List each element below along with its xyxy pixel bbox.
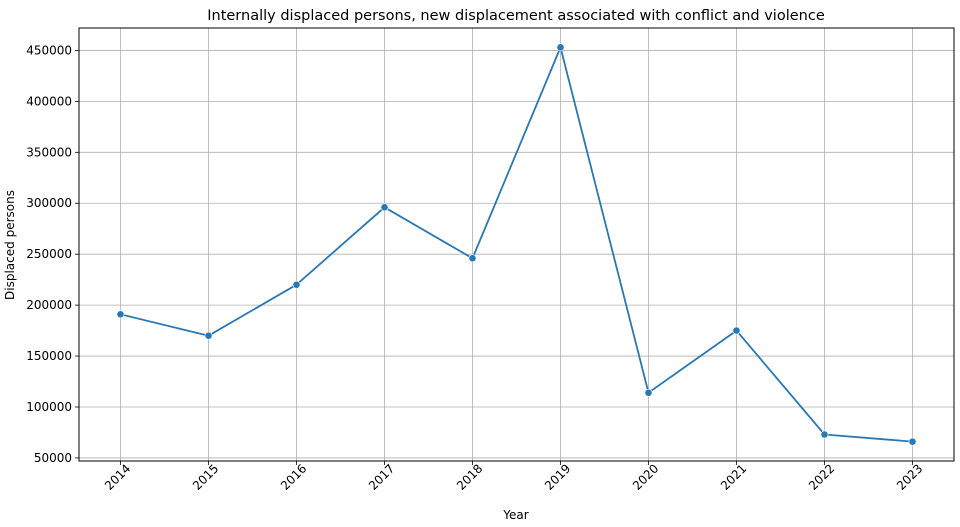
- y-tick-label: 250000: [26, 247, 72, 261]
- plot-frame: [78, 27, 955, 462]
- data-point: [644, 388, 653, 397]
- x-axis-title: Year: [502, 508, 528, 522]
- y-tick-label: 150000: [26, 349, 72, 363]
- data-point: [380, 203, 389, 212]
- data-point: [732, 326, 741, 335]
- x-tick-label: 2018: [454, 461, 485, 492]
- x-tick-label: 2015: [190, 461, 221, 492]
- y-axis: 50000 100000 150000 200000 250000 300000 35000…: [26, 43, 79, 465]
- grid-lines: [79, 28, 954, 461]
- x-tick-label: 2021: [718, 461, 749, 492]
- data-point: [116, 310, 125, 319]
- y-tick-label: 350000: [26, 145, 72, 159]
- data-point: [820, 430, 829, 439]
- y-tick-label: 100000: [26, 400, 72, 414]
- x-tick-label: 2023: [894, 461, 925, 492]
- data-point: [468, 254, 477, 263]
- x-tick-label: 2022: [806, 461, 837, 492]
- x-tick-label: 2014: [102, 461, 133, 492]
- chart-title: Internally displaced persons, new displa…: [207, 8, 825, 24]
- data-point: [908, 437, 917, 446]
- x-tick-label: 2019: [542, 461, 573, 492]
- x-tick-label: 2017: [366, 461, 397, 492]
- x-tick-label: 2016: [278, 461, 309, 492]
- x-axis: 2014 2015 2016 2017 2018 2019 2020 2021 2022 2023: [102, 461, 925, 493]
- data-point: [556, 43, 565, 52]
- data-point: [204, 331, 213, 340]
- y-tick-label: 200000: [26, 298, 72, 312]
- y-axis-title: Displaced persons: [3, 190, 17, 300]
- series: [116, 43, 917, 446]
- y-tick-label: 400000: [26, 94, 72, 108]
- y-tick-label: 50000: [34, 451, 72, 465]
- x-tick-label: 2020: [630, 461, 661, 492]
- y-tick-label: 450000: [26, 43, 72, 57]
- series-line: [120, 46, 913, 443]
- data-point: [292, 280, 301, 289]
- y-tick-label: 300000: [26, 196, 72, 210]
